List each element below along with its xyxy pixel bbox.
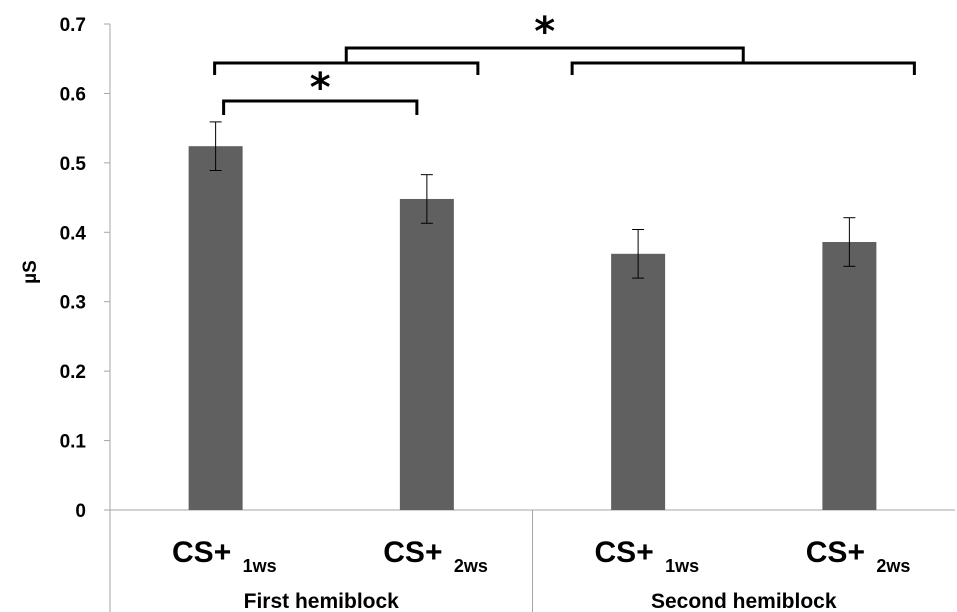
axes: 0 0.1 0.2 0.3 0.4 0.5 0.6 0.7 µS xyxy=(20,15,955,612)
significance-group-bracket-0 xyxy=(213,61,480,75)
bar-1 xyxy=(399,198,454,510)
error-bar-2 xyxy=(632,229,645,279)
category-label-2: CS+ xyxy=(595,536,654,569)
category-sublabel-1: 2ws xyxy=(454,556,488,576)
error-bar-3 xyxy=(843,217,856,267)
category-label-1: CS+ xyxy=(383,536,442,569)
y-tick-label-6: 0.6 xyxy=(60,84,86,105)
y-tick-label-7: 0.7 xyxy=(60,15,86,36)
y-axis-label: µS xyxy=(20,260,41,284)
y-tick-label-3: 0.3 xyxy=(60,293,86,314)
significance-group-bracket-1 xyxy=(570,61,916,75)
bar-3 xyxy=(822,242,877,510)
significance-bracket-groups xyxy=(344,46,745,63)
y-tick-label-1: 0.1 xyxy=(60,432,87,453)
significance-star-groups: * xyxy=(534,9,555,55)
bars xyxy=(188,146,877,511)
category-label-0: CS+ xyxy=(172,536,231,569)
bar-2 xyxy=(611,253,666,510)
category-sublabel-3: 2ws xyxy=(876,556,910,576)
category-label-3: CS+ xyxy=(806,536,865,569)
error-bar-1 xyxy=(420,174,433,224)
category-sublabel-2: 1ws xyxy=(665,556,699,576)
category-sublabel-0: 1ws xyxy=(243,556,277,576)
error-bar-0 xyxy=(209,121,222,171)
significance-bracket-pair xyxy=(222,99,419,115)
category-labels: CS+ 1ws CS+ 2ws CS+ 1ws CS+ 2ws First hemiblock S… xyxy=(172,536,910,612)
y-tick-label-4: 0.4 xyxy=(60,223,87,244)
y-tick-label-0: 0 xyxy=(75,501,86,522)
y-tick-label-5: 0.5 xyxy=(60,154,87,175)
group-label-1: Second hemiblock xyxy=(651,590,837,612)
error-bars xyxy=(209,121,856,279)
y-tick-label-2: 0.2 xyxy=(60,362,86,383)
significance-star-pair: * xyxy=(310,65,331,111)
significance-brackets: ** xyxy=(213,9,916,115)
group-label-0: First hemiblock xyxy=(244,590,400,612)
bar-0 xyxy=(188,146,243,511)
